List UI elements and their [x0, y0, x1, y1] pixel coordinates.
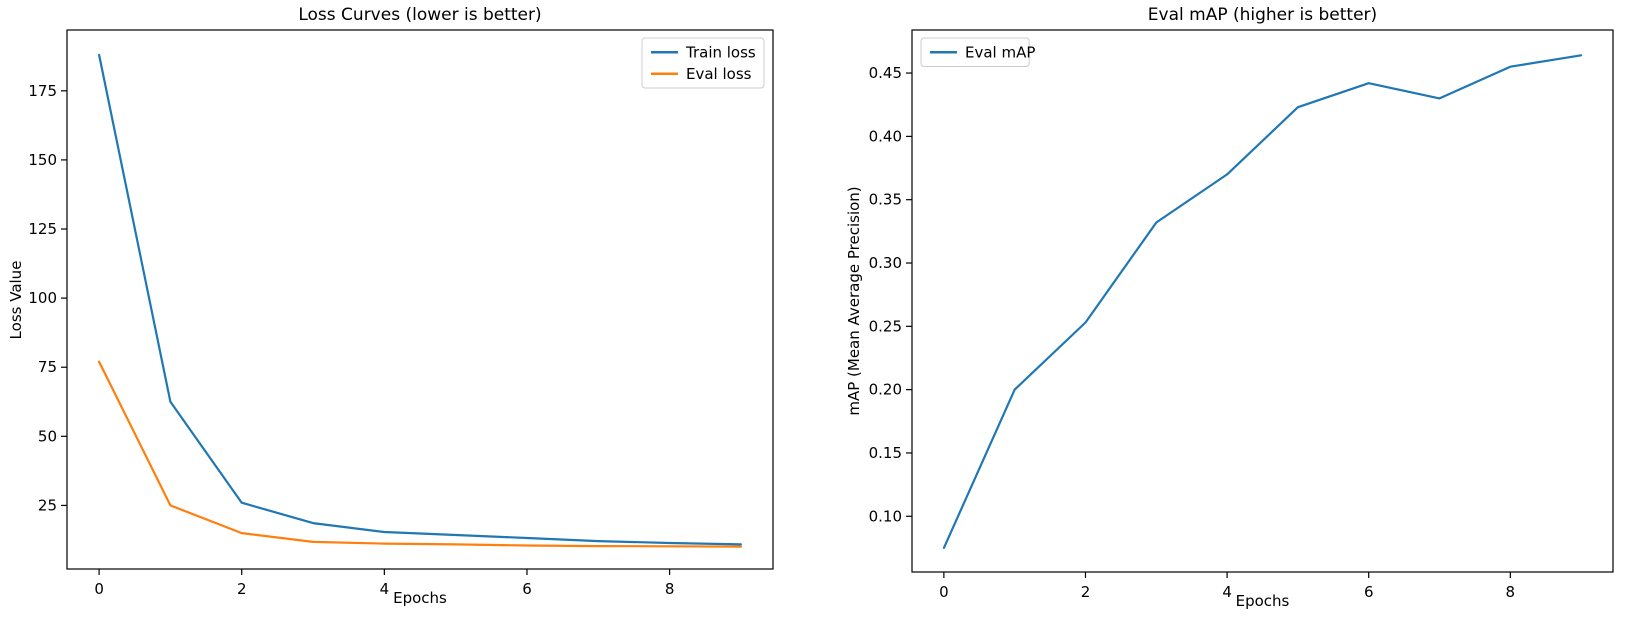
eval-map-y-tick-label: 0.30 [869, 254, 902, 272]
eval-map-plot-area [911, 29, 1614, 573]
loss-curves-legend: Train loss Eval loss [641, 37, 765, 89]
loss-curves-x-tick-label: 0 [94, 580, 104, 598]
eval-map-x-tick-label: 0 [939, 583, 949, 601]
loss-curves-x-tick-label: 4 [380, 580, 390, 598]
map-chart-xlabel: Epochs [1235, 592, 1290, 610]
eval-map-y-tick-label: 0.10 [869, 507, 902, 525]
loss-chart-ylabel: Loss Value [7, 260, 25, 340]
loss-curves-legend-box [641, 37, 765, 89]
loss-curves-plot-area [66, 29, 774, 570]
eval-map-x-tick-label: 6 [1364, 583, 1374, 601]
loss-curves-legend-label: Train loss [685, 43, 756, 61]
loss-curves-x-tick-label: 2 [237, 580, 247, 598]
loss-curves-x-tick-label: 6 [522, 580, 532, 598]
loss-curves-y-tick-label: 75 [38, 358, 57, 376]
loss-chart-title: Loss Curves (lower is better) [298, 5, 542, 25]
loss-curves-y-tick-label: 50 [38, 427, 57, 445]
loss-curves-y-tick-label: 175 [28, 82, 57, 100]
loss-curves-y-tick-label: 150 [28, 151, 57, 169]
loss-curves-legend-label: Eval loss [686, 65, 752, 83]
loss-curves-y-tick-label: 125 [28, 220, 57, 238]
map-chart-ylabel: mAP (Mean Average Precision) [845, 186, 863, 416]
loss-curves-chart: 0 2 4 6 8 25 50 75 100 125 150 175 Train loss Eval lo… [28, 29, 774, 598]
eval-map-legend-label: Eval mAP [965, 43, 1035, 61]
loss-curves-x-tick-label: 8 [665, 580, 675, 598]
eval-map-x-tick-label: 8 [1506, 583, 1516, 601]
eval-map-y-tick-label: 0.45 [869, 64, 902, 82]
eval-map-series-line-eval-map [942, 54, 1583, 550]
eval-map-legend: Eval mAP [920, 37, 1035, 67]
map-chart-title: Eval mAP (higher is better) [1147, 5, 1378, 25]
eval-map-y-tick-label: 0.25 [869, 317, 902, 335]
eval-map-x-tick-label: 2 [1081, 583, 1091, 601]
loss-chart-xlabel: Epochs [393, 589, 447, 607]
eval-map-chart: 0 2 4 6 8 0.10 0.15 0.20 0.25 0.30 0.35 0.40 0.45 Eva… [869, 29, 1614, 601]
eval-map-y-tick-label: 0.20 [869, 381, 902, 399]
loss-curves-y-tick-label: 100 [28, 289, 57, 307]
eval-map-y-tick-label: 0.40 [869, 127, 902, 145]
eval-map-legend-box [920, 37, 1030, 67]
loss-curves-y-tick-label: 25 [38, 496, 57, 514]
eval-map-x-tick-label: 4 [1222, 583, 1232, 601]
loss-curves-series-line-eval-loss [97, 360, 743, 548]
eval-map-y-tick-label: 0.15 [869, 444, 902, 462]
eval-map-y-tick-label: 0.35 [869, 191, 902, 209]
loss-curves-series-line-train-loss [97, 53, 743, 546]
